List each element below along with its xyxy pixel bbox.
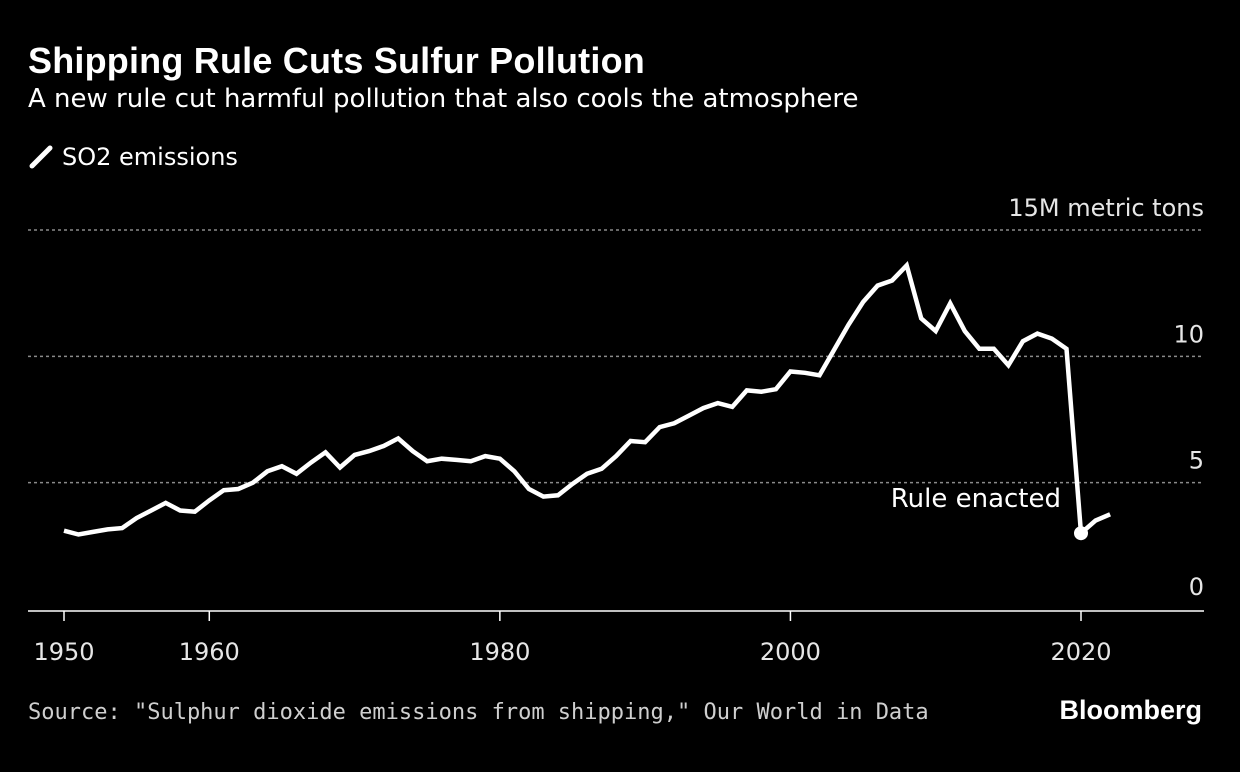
series-line-so2-emissions [63,260,1111,538]
y-tick-label-5: 5 [1189,447,1204,475]
y-tick-label-10: 10 [1173,320,1204,348]
gridlines [28,229,1204,484]
chart-subtitle: A new rule cut harmful pollution that al… [28,84,859,114]
x-tick-label-1950: 1950 [33,638,94,666]
x-tick-label-2000: 2000 [760,638,821,666]
chart-title: Shipping Rule Cuts Sulfur Pollution [28,40,645,81]
legend: SO2 emissions [28,140,238,174]
x-axis-ticks: 1950 1960 1980 2000 2020 [33,611,1112,666]
legend-label-so2-emissions: SO2 emissions [62,143,238,171]
annotations: Rule enacted [891,484,1088,541]
line-swatch-icon [29,145,53,169]
x-tick-label-1960: 1960 [179,638,240,666]
x-tick-label-1980: 1980 [469,638,530,666]
y-axis-ticks: 15M metric tons 10 5 0 [1008,194,1204,601]
bloomberg-logo: Bloomberg [1059,695,1202,725]
y-tick-label-0: 0 [1189,573,1204,601]
y-tick-label-15: 15M metric tons [1008,194,1204,222]
annotation-label-rule-enacted: Rule enacted [891,484,1061,514]
source-note: Source: "Sulphur dioxide emissions from … [28,700,929,725]
x-tick-label-2020: 2020 [1050,638,1111,666]
annotation-marker-dot [1074,526,1088,541]
